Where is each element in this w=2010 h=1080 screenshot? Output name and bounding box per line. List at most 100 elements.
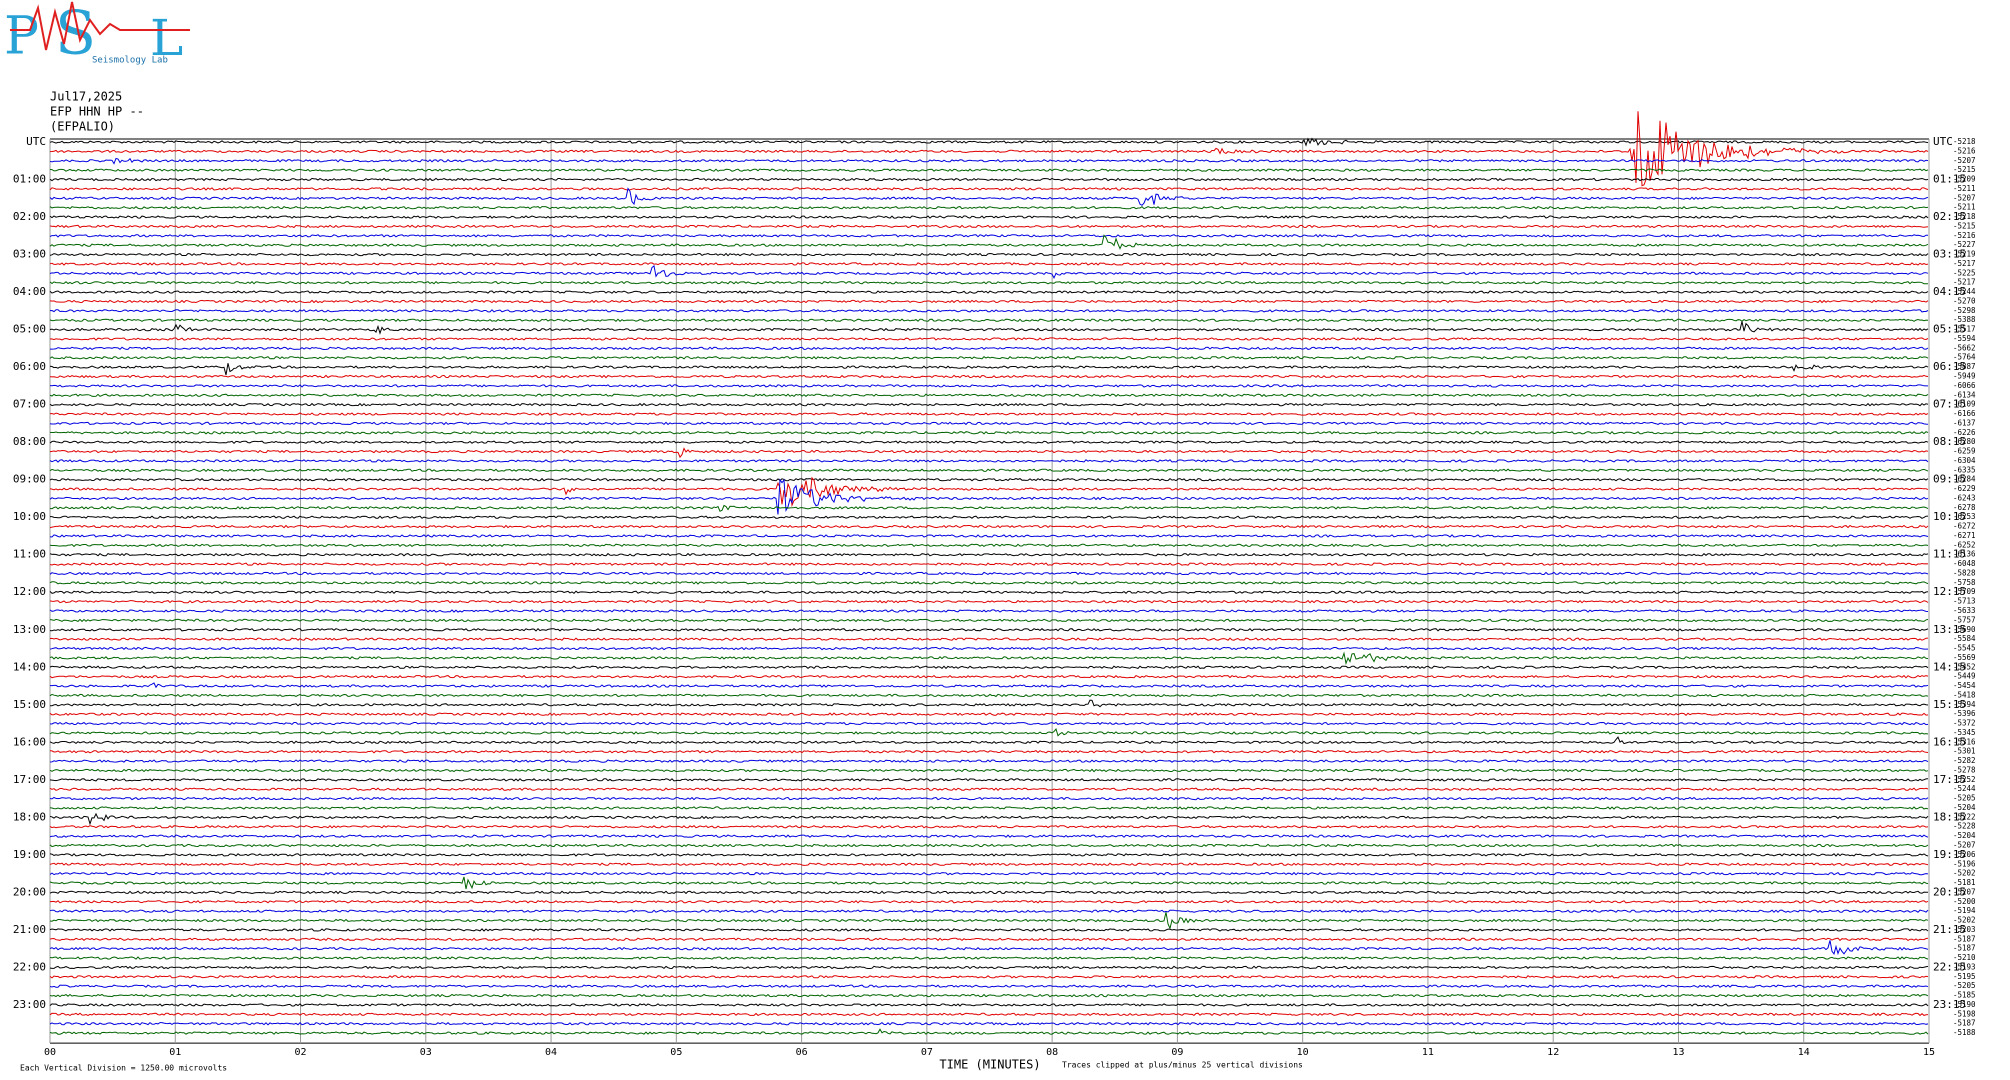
trace-offset: -6253: [1953, 512, 1976, 521]
hour-label-right: 15:15: [1933, 698, 1966, 711]
hour-label-right: 10:15: [1933, 510, 1966, 523]
trace: [49, 862, 1929, 867]
trace: [49, 984, 1929, 989]
trace-offset: -5828: [1953, 568, 1976, 577]
trace-offset: -6229: [1953, 484, 1976, 493]
trace-offset: -5517: [1953, 325, 1976, 334]
hour-label-right: 17:15: [1933, 773, 1966, 786]
trace-offset: -5301: [1953, 747, 1976, 756]
trace-offset: -5244: [1953, 784, 1976, 793]
trace: [49, 609, 1929, 613]
x-tick-label: 11: [1422, 1047, 1434, 1058]
trace: [49, 402, 1929, 407]
trace: [49, 843, 1929, 848]
trace: [49, 749, 1929, 754]
trace: [49, 393, 1929, 398]
trace: [49, 552, 1929, 557]
hour-label-right: 07:15: [1933, 398, 1966, 411]
x-tick-label: 08: [1046, 1047, 1058, 1058]
logo-tag: Seismology Lab: [92, 56, 168, 66]
footer-right: Traces clipped at plus/minus 25 vertical…: [1062, 1061, 1303, 1070]
trace-offset: -6134: [1953, 390, 1976, 399]
trace-offset: -5227: [1953, 240, 1976, 249]
trace: [49, 355, 1929, 360]
trace: [49, 940, 1929, 956]
trace: [49, 478, 1929, 515]
trace: [49, 956, 1929, 960]
x-tick-label: 02: [295, 1047, 307, 1058]
trace: [49, 504, 1929, 512]
trace-offset: -5757: [1953, 615, 1976, 624]
hour-label-right: 03:15: [1933, 248, 1966, 261]
hour-label-left: 07:00: [13, 398, 46, 411]
x-tick-label: 05: [670, 1047, 682, 1058]
trace: [49, 759, 1929, 763]
hour-label-left: 19:00: [13, 848, 46, 861]
trace: [49, 736, 1929, 745]
trace-offset: -6280: [1953, 437, 1976, 446]
trace: [49, 421, 1929, 426]
trace-offset: -6166: [1953, 409, 1976, 418]
x-tick-label: 00: [44, 1047, 56, 1058]
trace-offset: -5396: [1953, 709, 1976, 718]
hour-label-right: 14:15: [1933, 660, 1966, 673]
hour-label-right: 12:15: [1933, 585, 1966, 598]
x-tick-label: 10: [1297, 1047, 1309, 1058]
trace-offset: -5217: [1953, 259, 1976, 268]
trace: [49, 290, 1929, 294]
trace-offset: -5205: [1953, 981, 1976, 990]
trace: [49, 280, 1929, 285]
trace-offset: -5278: [1953, 765, 1976, 774]
trace-offset: -6243: [1953, 493, 1976, 502]
trace-offset: -5949: [1953, 372, 1976, 381]
logo-wave: [10, 1, 190, 51]
trace: [50, 515, 1929, 519]
trace: [49, 937, 1929, 942]
trace-offset: -5190: [1953, 1000, 1976, 1009]
footer-left: Each Vertical Division = 1250.00 microvo…: [20, 1064, 227, 1073]
logo: P S L Seismology Lab: [4, 0, 190, 69]
trace: [49, 374, 1929, 379]
trace: [49, 1003, 1929, 1007]
trace-offset: -5202: [1953, 869, 1976, 878]
trace-offset: -5187: [1953, 944, 1976, 953]
x-axis-title: TIME (MINUTES): [939, 1058, 1040, 1072]
trace: [49, 157, 1929, 165]
trace-offset: -5270: [1953, 296, 1976, 305]
trace-offset: -6226: [1953, 428, 1976, 437]
trace: [49, 965, 1929, 970]
trace: [49, 321, 1929, 335]
trace-offset: -5205: [1953, 794, 1976, 803]
trace: [49, 252, 1929, 257]
trace: [49, 524, 1929, 529]
x-tick-label: 04: [545, 1047, 557, 1058]
trace-offset: -6284: [1953, 475, 1976, 484]
hour-label-right: 22:15: [1933, 960, 1966, 973]
trace: [50, 682, 1929, 689]
hour-label-left: 08:00: [13, 435, 46, 448]
trace: [49, 712, 1929, 716]
trace: [49, 768, 1929, 773]
trace-offset: -5709: [1953, 587, 1976, 596]
hour-label-left: 22:00: [13, 960, 46, 973]
trace-offset: -5633: [1953, 606, 1976, 615]
trace-offset: -5204: [1953, 831, 1976, 840]
trace: [49, 264, 1929, 280]
trace-offset: -5244: [1953, 287, 1976, 296]
trace-offset: -5211: [1953, 184, 1976, 193]
trace-offset: -5218: [1953, 137, 1976, 146]
trace: [49, 468, 1929, 473]
trace: [49, 909, 1929, 913]
trace-offset: -6271: [1953, 531, 1976, 540]
trace: [50, 346, 1929, 351]
hour-label-right: 21:15: [1933, 923, 1966, 936]
trace: [49, 876, 1929, 890]
x-tick-label: 09: [1171, 1047, 1183, 1058]
hour-label-right: 16:15: [1933, 735, 1966, 748]
trace: [49, 787, 1929, 792]
x-tick-label: 15: [1923, 1047, 1935, 1058]
trace: [49, 337, 1929, 341]
trace-offset: -5210: [1953, 953, 1976, 962]
trace: [49, 900, 1929, 904]
trace: [49, 834, 1929, 838]
